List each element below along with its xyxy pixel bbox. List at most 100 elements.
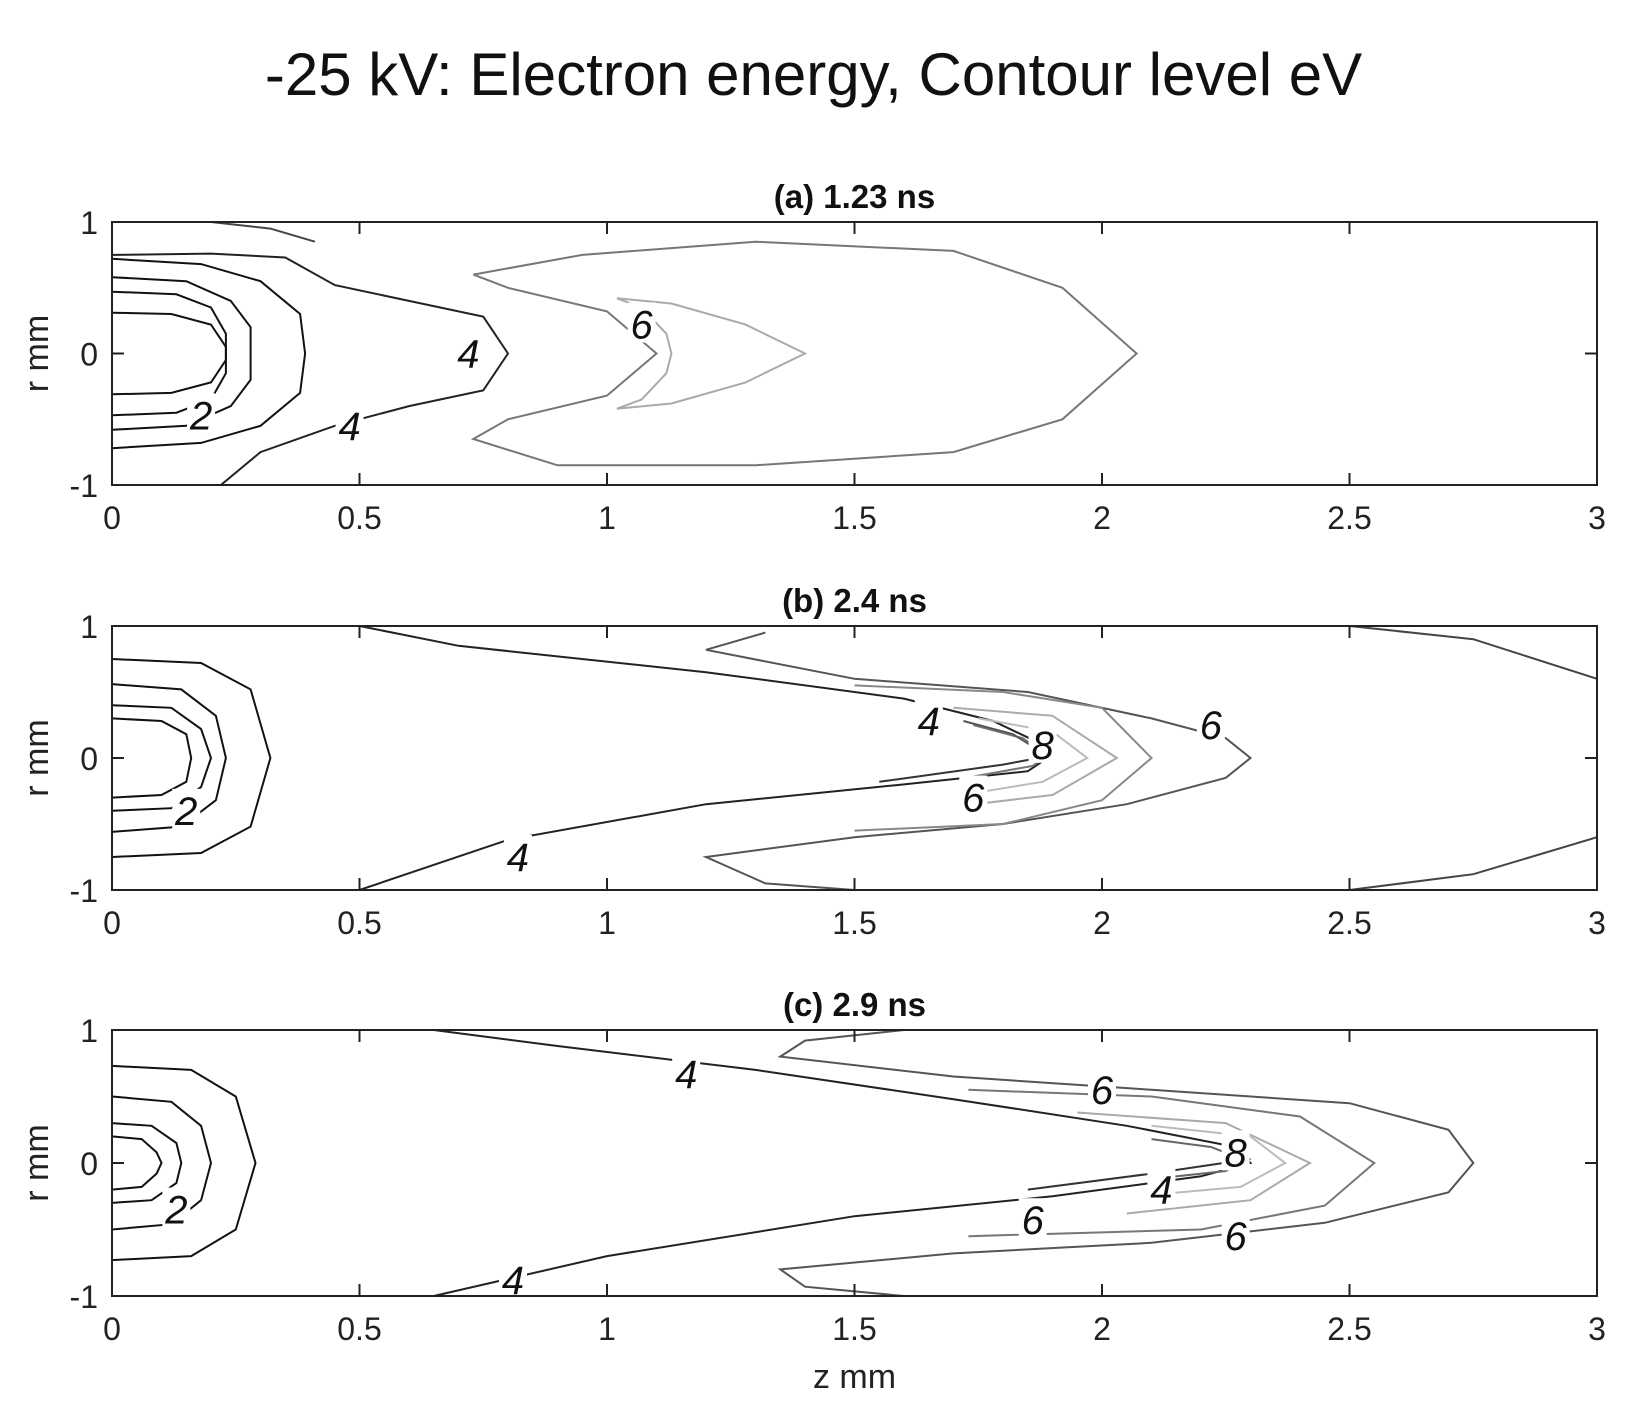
contour-level-6: [968, 1088, 1376, 1238]
contour-label: 2: [189, 394, 212, 438]
contour-label-bg: [1221, 1130, 1250, 1171]
panel-title: (a) 1.23 ns: [774, 178, 935, 215]
y-axis-label: r mm: [18, 315, 56, 392]
contour-level-2: [112, 311, 227, 396]
y-tick-label: 1: [80, 1013, 98, 1049]
contour-label-bg: [1018, 1198, 1047, 1239]
contour-level-2: [112, 1135, 163, 1191]
contour-label: 6: [962, 777, 985, 821]
contour-label: 4: [675, 1053, 697, 1097]
contour-level-2: [112, 276, 252, 431]
contour-label: 4: [507, 836, 529, 880]
y-tick-label: 1: [80, 205, 98, 241]
contour-level-7: [1077, 1111, 1312, 1215]
contour-label: 8: [1031, 724, 1054, 768]
y-tick-label: -1: [70, 1279, 98, 1315]
y-tick-label: 0: [80, 741, 98, 777]
x-axis-label: z mm: [813, 1358, 896, 1396]
contour-label-bg: [959, 775, 988, 816]
contour-label: 4: [338, 405, 360, 449]
contour-label: 4: [918, 700, 940, 744]
x-tick-label: 0: [103, 905, 121, 941]
contour-label: 6: [1225, 1215, 1248, 1259]
contour-level-4: [112, 252, 510, 485]
contour-level-7: [978, 717, 1090, 794]
y-tick-label: -1: [70, 873, 98, 909]
contour-label-bg: [454, 331, 483, 372]
contour-label: 4: [502, 1259, 524, 1303]
x-tick-label: 1: [598, 905, 616, 941]
contour-label-bg: [914, 699, 943, 740]
contour-level-7: [1151, 1124, 1288, 1196]
x-tick-label: 2.5: [1327, 905, 1371, 941]
contour-lines: [112, 1030, 1475, 1296]
contour-level-2: [112, 1064, 257, 1262]
contour-level-5: [777, 1030, 1475, 1296]
contour-label: 2: [174, 790, 197, 834]
x-tick-label: 2: [1093, 905, 1111, 941]
contour-lines: [112, 626, 1597, 890]
contour-label: 2: [164, 1189, 187, 1233]
x-tick-label: 1.5: [832, 1311, 876, 1347]
contour-label-bg: [672, 1051, 701, 1092]
contour-label-bg: [187, 393, 216, 434]
contour-label-bg: [1221, 1214, 1250, 1255]
x-tick-label: 2: [1093, 1311, 1111, 1347]
contour-level-6: [1349, 626, 1597, 680]
x-tick-label: 0.5: [337, 905, 381, 941]
x-tick-label: 0: [103, 500, 121, 536]
contour-level-2: [112, 658, 272, 858]
panel-title: (c) 2.9 ns: [783, 986, 926, 1023]
x-tick-label: 0: [103, 1311, 121, 1347]
contour-label-bg: [498, 1258, 527, 1299]
contour-label: 6: [1091, 1069, 1114, 1113]
figure-title: -25 kV: Electron energy, Contour level e…: [264, 41, 1363, 108]
x-tick-label: 1.5: [832, 905, 876, 941]
contour-label: 6: [631, 304, 654, 348]
contour-level-4: [433, 1030, 1253, 1296]
x-tick-label: 0.5: [337, 500, 381, 536]
y-tick-label: 0: [80, 1146, 98, 1182]
x-tick-label: 2: [1093, 500, 1111, 536]
contour-label-bg: [162, 1187, 191, 1228]
contour-label-bg: [1088, 1067, 1116, 1108]
x-tick-label: 1: [598, 1311, 616, 1347]
panel-title: (b) 2.4 ns: [782, 582, 927, 619]
y-tick-label: 1: [80, 609, 98, 645]
contour-level-7: [953, 706, 1119, 807]
x-tick-label: 0.5: [337, 1311, 381, 1347]
contour-level-2: [112, 717, 193, 799]
contour-label: 4: [457, 333, 479, 377]
contour-level-6: [616, 297, 808, 410]
contour-label: 6: [1200, 704, 1223, 748]
x-tick-label: 2.5: [1327, 500, 1371, 536]
contour-label-bg: [1147, 1167, 1176, 1208]
contour-label-bg: [1196, 703, 1225, 743]
contour-label-bg: [1028, 722, 1057, 763]
x-tick-label: 2.5: [1327, 1311, 1371, 1347]
contour-label-bg: [503, 835, 532, 875]
contour-level-2: [112, 1122, 183, 1204]
x-tick-label: 1.5: [832, 500, 876, 536]
x-tick-label: 3: [1588, 500, 1606, 536]
contour-level-2: [112, 704, 213, 812]
contour-level-6: [1349, 836, 1597, 890]
y-tick-label: 0: [80, 337, 98, 373]
contour-label: 4: [1150, 1169, 1172, 1213]
contour-lines: [112, 222, 1139, 485]
x-tick-label: 3: [1588, 905, 1606, 941]
x-tick-label: 1: [598, 500, 616, 536]
contour-level-5: [702, 631, 1253, 890]
contour-label-bg: [335, 403, 364, 444]
contour-label-bg: [627, 302, 656, 343]
contour-level-2: [112, 257, 307, 450]
contour-level-4: [359, 626, 1049, 890]
x-tick-label: 3: [1588, 1311, 1606, 1347]
y-tick-label: -1: [70, 468, 98, 504]
y-axis-label: r mm: [18, 719, 56, 796]
contour-level-6: [854, 684, 1153, 832]
